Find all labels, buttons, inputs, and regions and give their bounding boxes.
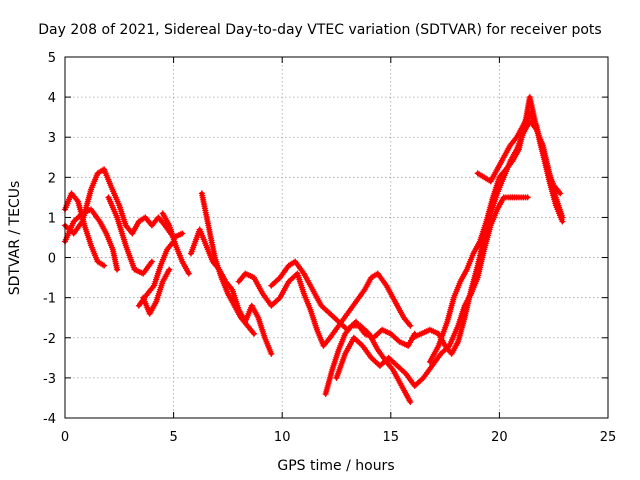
y-tick-labels: -4 -3 -2 -1 0 1 2 3 4 5 bbox=[43, 51, 56, 427]
y-tick-label: -3 bbox=[43, 372, 56, 387]
data-point-marker bbox=[407, 398, 414, 405]
y-axis-label: SDTVAR / TECUs bbox=[7, 181, 23, 296]
data-point-marker bbox=[114, 266, 121, 273]
y-tick-label: 5 bbox=[48, 51, 56, 66]
y-tick-label: -1 bbox=[43, 292, 56, 307]
series-track-3 bbox=[62, 206, 121, 273]
x-tick-labels: 0 5 10 15 20 25 bbox=[61, 430, 616, 445]
series-track-15 bbox=[426, 94, 564, 365]
x-tick-label: 15 bbox=[383, 430, 400, 445]
y-tick-label: -4 bbox=[43, 412, 56, 427]
series-track-7 bbox=[159, 210, 192, 277]
data-point-marker bbox=[557, 190, 564, 197]
series-track-9 bbox=[198, 190, 257, 337]
series-track-16 bbox=[474, 110, 566, 225]
x-tick-label: 5 bbox=[169, 430, 177, 445]
data-series bbox=[62, 94, 566, 405]
x-tick-label: 0 bbox=[61, 430, 69, 445]
data-point-marker bbox=[101, 262, 108, 269]
plot-frame bbox=[64, 56, 609, 419]
data-point-marker bbox=[524, 194, 531, 201]
series-track-6 bbox=[140, 266, 173, 317]
x-tick-label: 20 bbox=[491, 430, 508, 445]
y-tick-label: 3 bbox=[48, 131, 56, 146]
data-point-marker bbox=[179, 230, 186, 237]
series-track-12 bbox=[322, 322, 414, 405]
data-point-marker bbox=[250, 330, 257, 337]
series-track-10 bbox=[235, 270, 414, 349]
series-track-2 bbox=[62, 190, 108, 269]
data-point-marker bbox=[166, 266, 173, 273]
x-tick-label: 25 bbox=[600, 430, 617, 445]
data-point-marker bbox=[407, 322, 414, 329]
data-point-marker bbox=[268, 350, 275, 357]
y-tick-label: -2 bbox=[43, 332, 56, 347]
x-axis-label: GPS time / hours bbox=[277, 458, 394, 474]
axis-ticks bbox=[64, 56, 609, 419]
x-tick-label: 10 bbox=[274, 430, 291, 445]
data-point-marker bbox=[148, 258, 155, 265]
y-tick-label: 0 bbox=[48, 252, 56, 267]
series-track-4 bbox=[105, 194, 155, 277]
y-tick-label: 1 bbox=[48, 211, 56, 226]
y-tick-label: 2 bbox=[48, 171, 56, 186]
chart-title: Day 208 of 2021, Sidereal Day-to-day VTE… bbox=[38, 22, 601, 38]
series-line bbox=[199, 191, 256, 336]
data-point-marker bbox=[185, 270, 192, 277]
y-tick-label: 4 bbox=[48, 91, 56, 106]
data-point-marker bbox=[559, 218, 566, 225]
